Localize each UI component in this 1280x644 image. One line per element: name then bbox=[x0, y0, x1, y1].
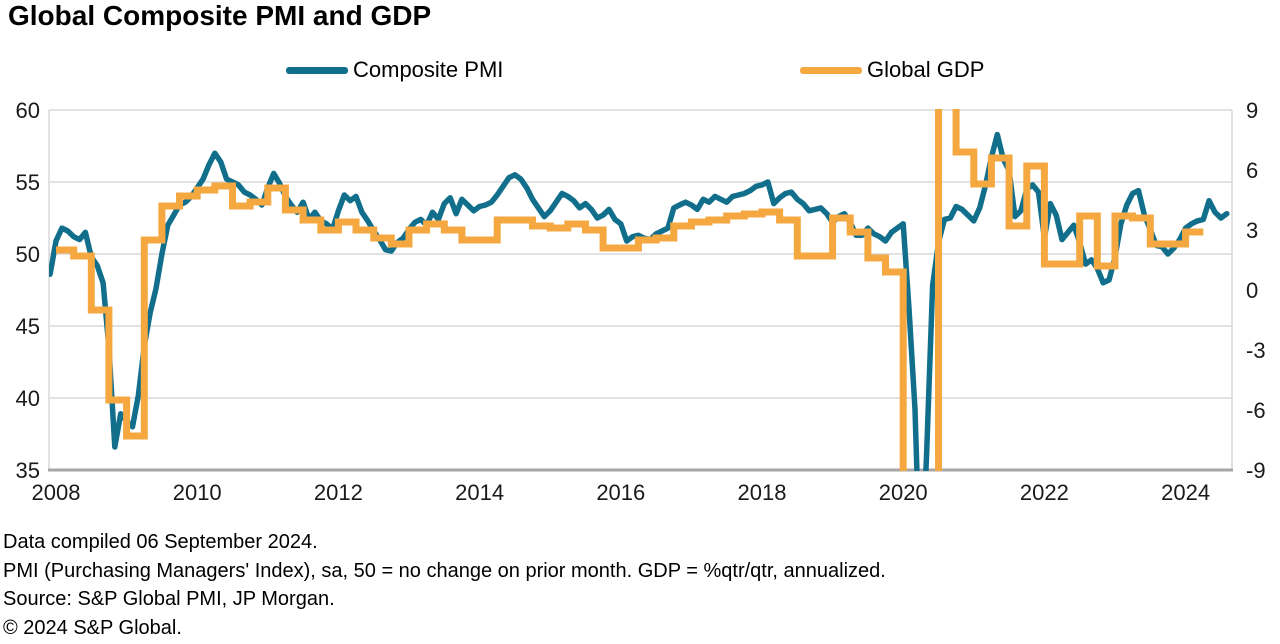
svg-text:2010: 2010 bbox=[173, 480, 222, 505]
svg-text:2024: 2024 bbox=[1161, 480, 1210, 505]
svg-text:-6: -6 bbox=[1246, 398, 1266, 423]
pmi-line-swatch bbox=[286, 66, 348, 74]
svg-text:9: 9 bbox=[1246, 98, 1258, 123]
svg-text:50: 50 bbox=[16, 242, 40, 267]
svg-text:2020: 2020 bbox=[879, 480, 928, 505]
svg-text:2022: 2022 bbox=[1020, 480, 1069, 505]
footnotes: Data compiled 06 September 2024. PMI (Pu… bbox=[3, 528, 886, 642]
svg-text:3: 3 bbox=[1246, 218, 1258, 243]
chart-title: Global Composite PMI and GDP bbox=[8, 0, 432, 31]
svg-text:-3: -3 bbox=[1246, 338, 1266, 363]
svg-text:40: 40 bbox=[16, 386, 40, 411]
svg-text:2018: 2018 bbox=[738, 480, 787, 505]
legend-label-global-gdp: Global GDP bbox=[867, 57, 985, 82]
svg-text:35: 35 bbox=[16, 458, 40, 483]
svg-text:2016: 2016 bbox=[596, 480, 645, 505]
footnote-source: Source: S&P Global PMI, JP Morgan. bbox=[3, 588, 335, 610]
gdp-line-swatch bbox=[800, 66, 862, 74]
svg-text:2008: 2008 bbox=[32, 480, 81, 505]
svg-text:0: 0 bbox=[1246, 278, 1258, 303]
svg-text:2012: 2012 bbox=[314, 480, 363, 505]
svg-text:2014: 2014 bbox=[455, 480, 504, 505]
svg-text:60: 60 bbox=[16, 98, 40, 123]
svg-text:6: 6 bbox=[1246, 158, 1258, 183]
footnote-definitions: PMI (Purchasing Managers' Index), sa, 50… bbox=[3, 559, 886, 582]
legend-item-composite-pmi: Composite PMI bbox=[286, 57, 504, 82]
legend-label-composite-pmi: Composite PMI bbox=[353, 57, 504, 82]
svg-text:55: 55 bbox=[16, 170, 40, 195]
footnote-data-compiled: Data compiled 06 September 2024. bbox=[3, 531, 318, 553]
svg-text:45: 45 bbox=[16, 314, 40, 339]
footnote-copyright: © 2024 S&P Global. bbox=[3, 616, 182, 639]
svg-text:-9: -9 bbox=[1246, 458, 1266, 483]
legend-item-global-gdp: Global GDP bbox=[800, 57, 985, 82]
